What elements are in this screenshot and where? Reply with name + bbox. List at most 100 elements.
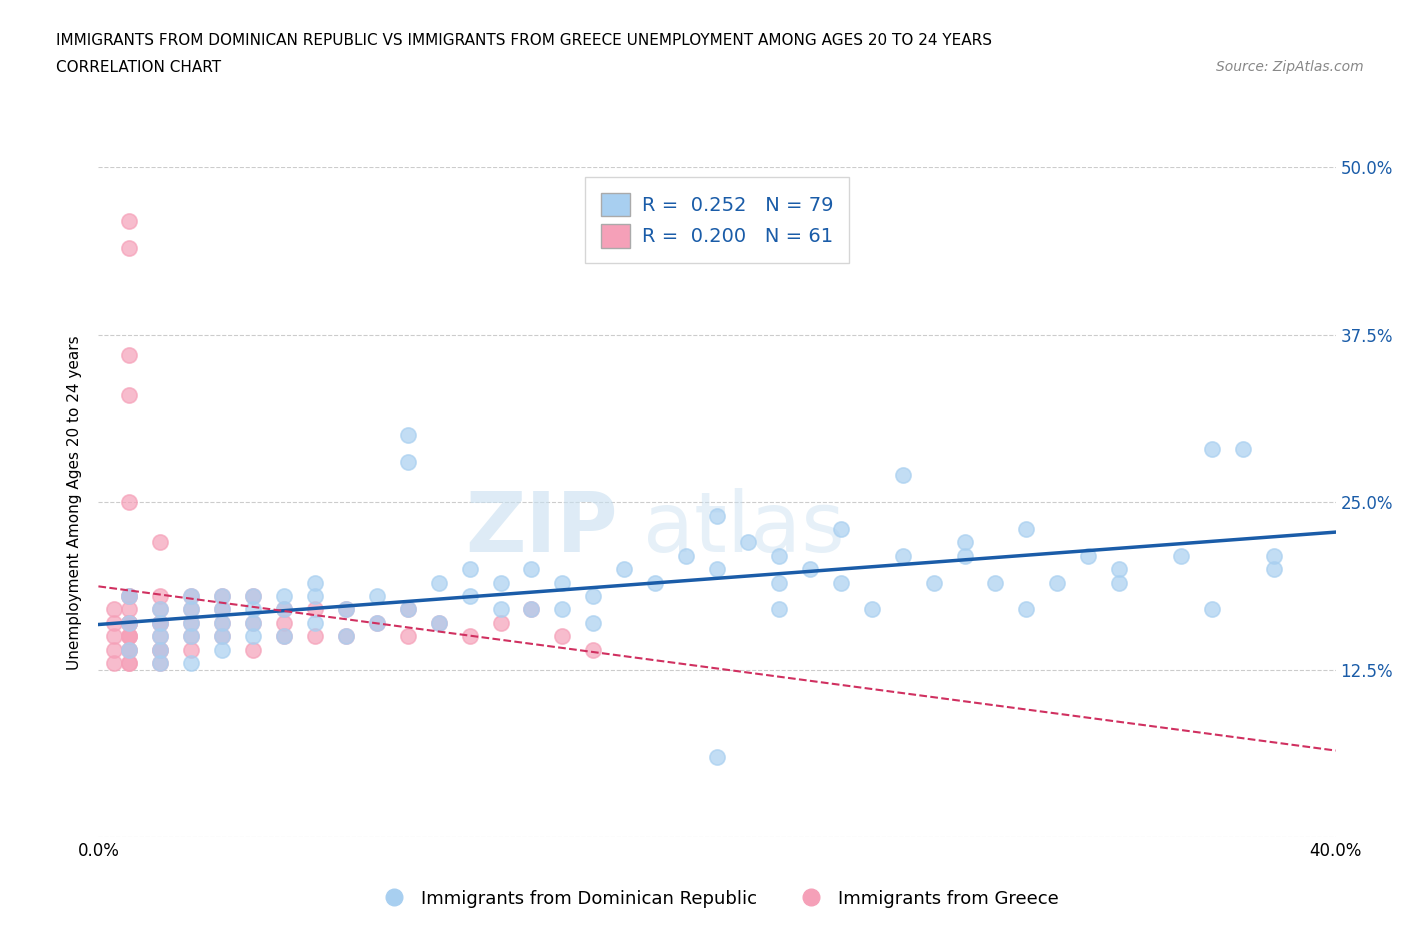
Point	[551, 575, 574, 590]
Point	[149, 629, 172, 644]
Point	[242, 629, 264, 644]
Point	[180, 642, 202, 657]
Point	[149, 642, 172, 657]
Point	[1108, 562, 1130, 577]
Point	[149, 602, 172, 617]
Point	[103, 616, 125, 631]
Point	[582, 642, 605, 657]
Point	[211, 642, 233, 657]
Point	[149, 642, 172, 657]
Point	[118, 656, 141, 671]
Point	[706, 750, 728, 764]
Point	[737, 535, 759, 550]
Point	[273, 602, 295, 617]
Point	[1015, 522, 1038, 537]
Point	[1170, 549, 1192, 564]
Point	[242, 602, 264, 617]
Point	[118, 214, 141, 229]
Point	[149, 642, 172, 657]
Point	[1232, 441, 1254, 456]
Point	[1263, 562, 1285, 577]
Point	[180, 589, 202, 604]
Point	[118, 616, 141, 631]
Point	[118, 616, 141, 631]
Point	[335, 602, 357, 617]
Point	[366, 589, 388, 604]
Point	[1201, 441, 1223, 456]
Point	[118, 629, 141, 644]
Point	[118, 589, 141, 604]
Point	[180, 589, 202, 604]
Point	[953, 549, 976, 564]
Point	[396, 455, 419, 470]
Point	[118, 642, 141, 657]
Point	[891, 549, 914, 564]
Point	[118, 589, 141, 604]
Point	[768, 602, 790, 617]
Point	[953, 535, 976, 550]
Point	[644, 575, 666, 590]
Point	[366, 616, 388, 631]
Text: ZIP: ZIP	[465, 488, 619, 569]
Point	[149, 656, 172, 671]
Point	[180, 602, 202, 617]
Point	[149, 535, 172, 550]
Point	[1015, 602, 1038, 617]
Point	[304, 575, 326, 590]
Point	[149, 616, 172, 631]
Point	[922, 575, 945, 590]
Point	[458, 629, 481, 644]
Point	[149, 616, 172, 631]
Point	[273, 589, 295, 604]
Point	[118, 495, 141, 510]
Point	[180, 656, 202, 671]
Point	[335, 602, 357, 617]
Point	[103, 629, 125, 644]
Text: CORRELATION CHART: CORRELATION CHART	[56, 60, 221, 75]
Point	[396, 602, 419, 617]
Point	[768, 549, 790, 564]
Point	[520, 602, 543, 617]
Y-axis label: Unemployment Among Ages 20 to 24 years: Unemployment Among Ages 20 to 24 years	[67, 335, 83, 670]
Point	[211, 602, 233, 617]
Point	[799, 562, 821, 577]
Point	[149, 589, 172, 604]
Point	[149, 616, 172, 631]
Point	[103, 656, 125, 671]
Point	[180, 616, 202, 631]
Point	[768, 575, 790, 590]
Point	[366, 616, 388, 631]
Point	[273, 616, 295, 631]
Point	[304, 616, 326, 631]
Point	[211, 616, 233, 631]
Point	[149, 656, 172, 671]
Point	[706, 508, 728, 523]
Point	[984, 575, 1007, 590]
Point	[675, 549, 697, 564]
Point	[1108, 575, 1130, 590]
Point	[582, 616, 605, 631]
Point	[180, 616, 202, 631]
Point	[242, 642, 264, 657]
Point	[396, 428, 419, 443]
Point	[118, 348, 141, 363]
Point	[489, 602, 512, 617]
Point	[103, 602, 125, 617]
Point	[211, 629, 233, 644]
Point	[830, 575, 852, 590]
Point	[118, 388, 141, 403]
Point	[242, 616, 264, 631]
Point	[427, 616, 450, 631]
Point	[860, 602, 883, 617]
Point	[211, 602, 233, 617]
Point	[118, 629, 141, 644]
Point	[118, 642, 141, 657]
Point	[273, 629, 295, 644]
Point	[211, 589, 233, 604]
Point	[489, 575, 512, 590]
Point	[118, 642, 141, 657]
Point	[427, 616, 450, 631]
Text: Source: ZipAtlas.com: Source: ZipAtlas.com	[1216, 60, 1364, 74]
Point	[1263, 549, 1285, 564]
Point	[273, 629, 295, 644]
